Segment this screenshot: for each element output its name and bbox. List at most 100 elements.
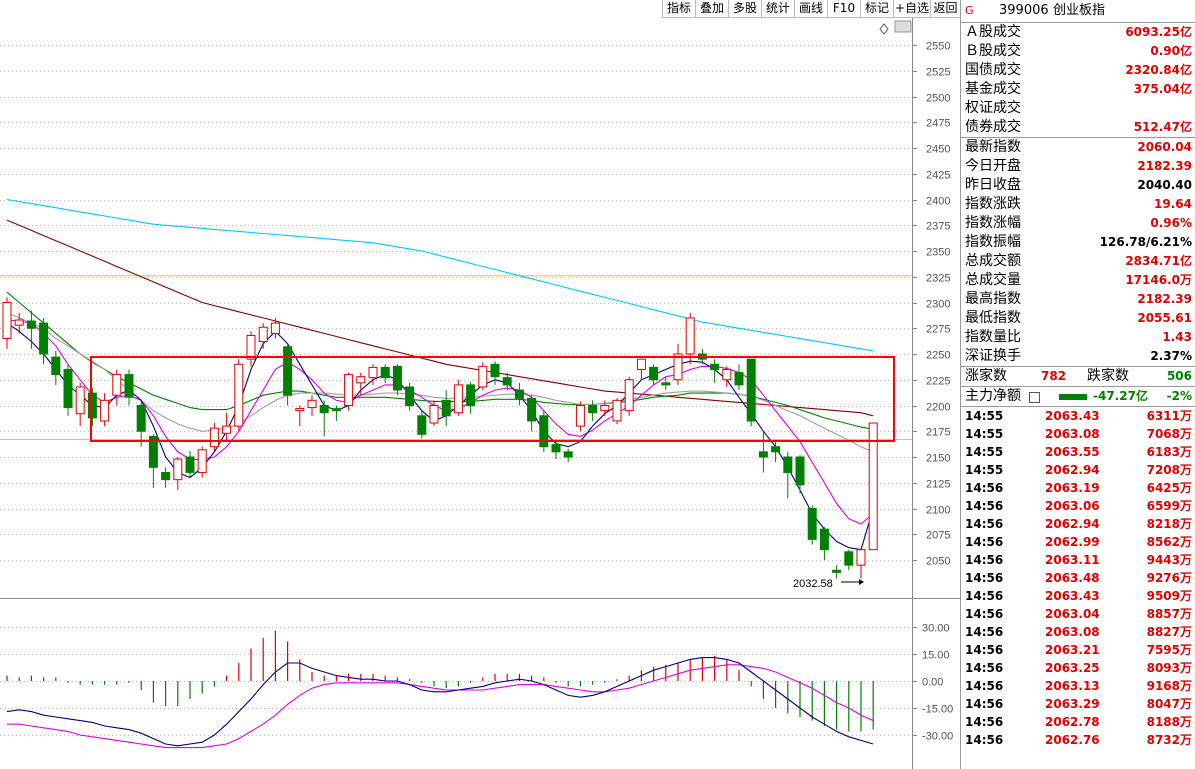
price-axis-label: 2275: [926, 324, 950, 336]
tick-row: 14:56 2063.48 9276万: [961, 569, 1195, 587]
price-axis-label: 2075: [926, 530, 950, 542]
toolbar-button-6[interactable]: 标记: [860, 0, 893, 18]
turnover-value: 2320.84亿: [1125, 63, 1192, 77]
candle-down: [514, 389, 524, 399]
toolbar-button-7[interactable]: +自选: [893, 0, 930, 18]
candle-down: [441, 399, 451, 417]
candle-down: [161, 471, 171, 481]
candle-up: [368, 366, 378, 379]
index-stat-value: 19.64: [1154, 197, 1192, 211]
candle-down: [490, 363, 500, 378]
turnover-list: Ａ股成交 6093.25亿 Ｂ股成交 0.90亿 国债成交 2320.84亿 基金成交 375…: [961, 23, 1195, 137]
toolbar-button-2[interactable]: 多股: [728, 0, 761, 18]
index-stat-value: 2060.04: [1137, 140, 1192, 154]
candle-down: [844, 551, 854, 566]
toolbar-button-4[interactable]: 画线: [794, 0, 827, 18]
index-stat-row: 指数涨跌 19.64: [961, 195, 1195, 214]
index-stat-value: 1.43: [1162, 330, 1192, 344]
turnover-value: 6093.25亿: [1125, 25, 1192, 39]
candle-up: [575, 405, 585, 427]
index-stat-label: 最低指数: [965, 310, 1021, 326]
toolbar-button-3[interactable]: 统计: [761, 0, 794, 18]
candle-down: [832, 569, 842, 573]
tick-time: 14:56: [965, 553, 1004, 567]
candle-up: [75, 386, 85, 415]
turnover-label: 国债成交: [965, 62, 1021, 78]
candle-down: [771, 446, 781, 453]
candle-down: [185, 456, 195, 473]
candle-up: [2, 302, 12, 340]
index-stat-value: 2040.40: [1137, 178, 1192, 192]
index-stat-row: 昨日收盘 2040.40: [961, 176, 1195, 195]
candle-up: [173, 458, 183, 481]
price-axis-label: 2350: [926, 247, 950, 259]
down-count-label: 跌家数: [1087, 368, 1129, 384]
candle-up: [453, 384, 463, 414]
index-stat-value: 126.78/6.21%: [1099, 235, 1192, 249]
candle-down: [819, 528, 829, 551]
candle-up: [612, 399, 622, 422]
tick-price: 2062.94: [1045, 463, 1100, 477]
price-axis-label: 2500: [926, 93, 950, 105]
tick-price: 2063.43: [1045, 409, 1100, 423]
candle-down: [710, 363, 720, 370]
main-force-row[interactable]: 主力净额 -47.27亿 -2%: [961, 386, 1195, 407]
main-force-value: -47.27亿: [1093, 389, 1148, 403]
table-icon[interactable]: [1029, 392, 1040, 403]
index-stat-row: 最新指数 2060.04: [961, 138, 1195, 157]
tick-volume: 8732万: [1146, 733, 1192, 747]
toolbar-button-1[interactable]: 叠加: [695, 0, 728, 18]
candle-down: [283, 346, 293, 396]
tick-price: 2063.25: [1045, 661, 1100, 675]
tick-price: 2063.11: [1045, 553, 1100, 567]
tick-row: 14:55 2063.55 6183万: [961, 443, 1195, 461]
index-stat-value: 2834.71亿: [1125, 254, 1192, 268]
candle-down: [51, 356, 61, 376]
main-force-bar: [1059, 394, 1087, 400]
candle-up: [295, 408, 305, 412]
toolbar-button-8[interactable]: 返回: [930, 0, 960, 18]
index-stat-value: 2055.61: [1137, 311, 1192, 325]
price-axis-label: 2250: [926, 350, 950, 362]
tick-list[interactable]: 14:55 2063.43 6311万 14:55 2063.08 7068万 14:55 2…: [961, 407, 1195, 749]
toolbar-button-5[interactable]: F10: [827, 0, 860, 18]
price-axis-label: 2325: [926, 273, 950, 285]
tick-price: 2062.76: [1045, 733, 1100, 747]
index-stat-row: 深证换手 2.37%: [961, 347, 1195, 366]
kline-chart-area[interactable]: 2550 2525 2500 2475 2450 2425 2400 2375 2350 2325…: [0, 0, 960, 769]
candle-down: [649, 366, 659, 381]
quote-side-panel: G 399006 创业板指 Ａ股成交 6093.25亿 Ｂ股成交 0.90亿 国债成交 2…: [960, 0, 1195, 769]
tick-time: 14:56: [965, 643, 1004, 657]
candle-up: [856, 549, 866, 566]
tick-price: 2063.13: [1045, 679, 1100, 693]
index-stat-label: 总成交量: [965, 272, 1021, 288]
candle-down: [405, 386, 415, 406]
tick-volume: 7595万: [1146, 643, 1192, 657]
candle-up: [868, 422, 878, 551]
tick-row: 14:55 2063.43 6311万: [961, 407, 1195, 425]
price-axis-label: 2550: [926, 41, 950, 53]
price-axis-label: 2425: [926, 170, 950, 182]
index-stat-label: 昨日收盘: [965, 177, 1021, 193]
tick-price: 2063.19: [1045, 481, 1100, 495]
candle-down: [502, 377, 512, 386]
index-stat-label: 今日开盘: [965, 158, 1021, 174]
toolbar-button-0[interactable]: 指标: [662, 0, 695, 18]
candle-down: [527, 397, 537, 422]
tick-volume: 9443万: [1146, 553, 1192, 567]
price-axis-label: 2300: [926, 299, 950, 311]
candle-down: [734, 372, 744, 386]
candle-up: [209, 427, 219, 448]
turnover-row: 基金成交 375.04亿: [961, 80, 1195, 99]
tick-row: 14:56 2063.11 9443万: [961, 551, 1195, 569]
chart-canvas[interactable]: 2550 2525 2500 2475 2450 2425 2400 2375 2350 2325…: [0, 0, 960, 769]
turnover-row: 权证成交: [961, 99, 1195, 118]
candle-up: [478, 365, 488, 388]
tick-time: 14:56: [965, 571, 1004, 585]
index-stat-row: 总成交量 17146.0万: [961, 271, 1195, 290]
tick-time: 14:56: [965, 517, 1004, 531]
turnover-label: 债券成交: [965, 119, 1021, 135]
price-axis-label: 2125: [926, 479, 950, 491]
index-stat-label: 指数振幅: [965, 234, 1021, 250]
tick-price: 2063.55: [1045, 445, 1100, 459]
